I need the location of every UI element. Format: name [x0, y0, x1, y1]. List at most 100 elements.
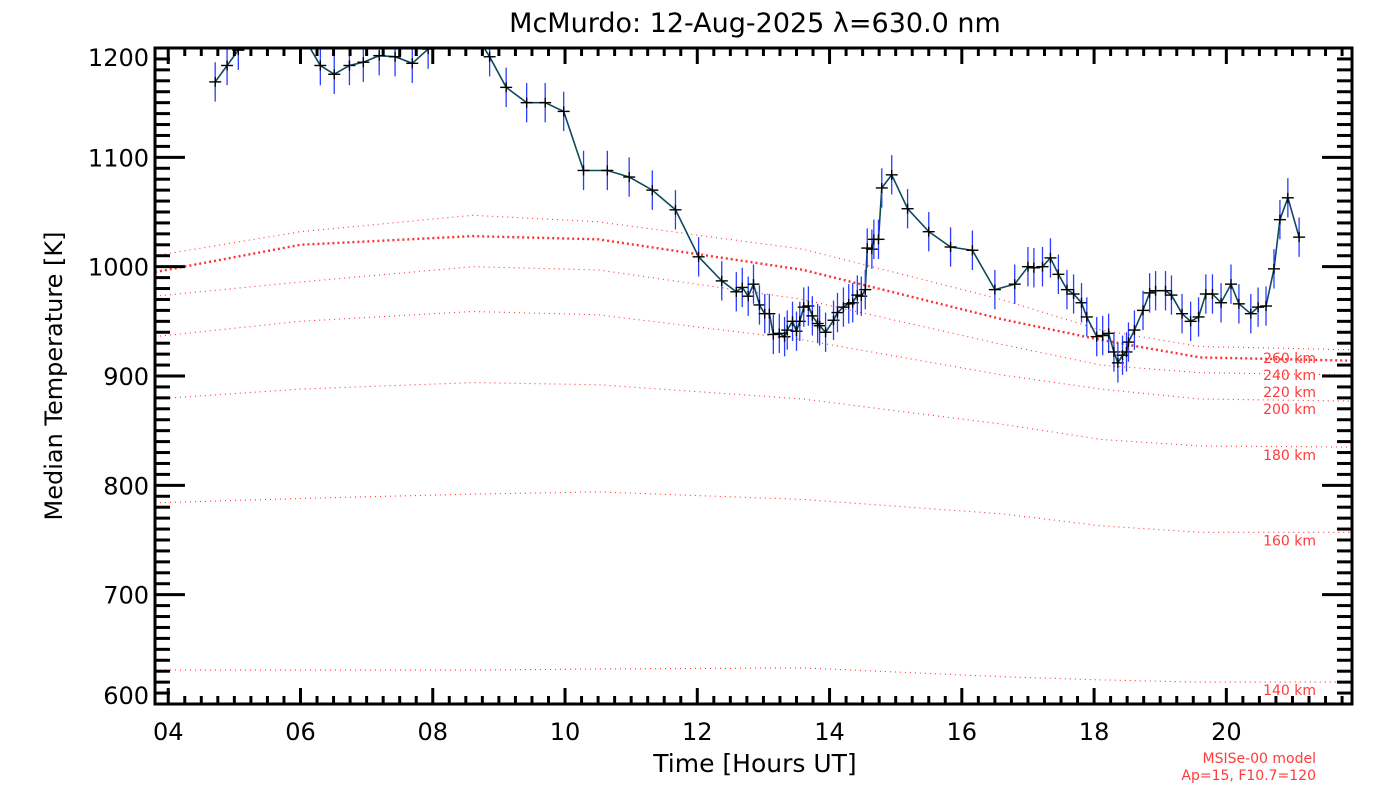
data-point — [736, 267, 749, 308]
data-point — [715, 261, 728, 301]
data-point — [901, 189, 914, 229]
y-tick-labels: 600 700 800 900 1000 1100 1200 — [88, 44, 149, 710]
data-point — [1052, 254, 1065, 294]
data-point — [1206, 274, 1219, 314]
x-tick-label: 14 — [814, 718, 845, 746]
data-point — [209, 62, 222, 102]
model-annotation: MSISe-00 model — [1202, 751, 1316, 767]
data-point — [1060, 269, 1073, 310]
data-point — [1075, 283, 1088, 323]
y-tick-label: 700 — [103, 582, 149, 610]
data-point — [742, 276, 755, 316]
model-curve-260km — [155, 214, 1352, 351]
model-curve-label: 220 km — [1263, 385, 1316, 401]
data-point — [520, 82, 533, 123]
data-point — [875, 168, 888, 208]
plot-frame — [153, 46, 1354, 706]
data-point — [763, 294, 776, 334]
data-point — [1036, 246, 1049, 287]
data-point — [557, 91, 570, 132]
data-point — [730, 272, 743, 312]
data-point — [1021, 246, 1034, 287]
y-tick-label: 1100 — [88, 144, 149, 172]
data-point — [1273, 199, 1286, 240]
data-point — [859, 269, 872, 310]
model-curve-label: 240 km — [1263, 368, 1316, 384]
y-axis-label: Median Temperature [K] — [40, 231, 68, 520]
data-point — [806, 296, 819, 336]
y-tick-label: 1200 — [88, 44, 149, 72]
data-point — [445, 1, 457, 40]
x-tick-label: 12 — [682, 718, 713, 746]
model-curve-140km — [155, 667, 1352, 683]
data-point — [1252, 287, 1265, 327]
data-point — [269, 1, 281, 40]
model-curve-label: 180 km — [1263, 448, 1316, 464]
model-curve-160km — [155, 491, 1352, 533]
model-curve-label: 140 km — [1263, 683, 1316, 699]
data-point — [767, 314, 780, 355]
data-point — [1027, 248, 1040, 288]
model-curve-label: 160 km — [1263, 533, 1316, 549]
y-tick-label: 800 — [103, 472, 149, 500]
x-tick-label: 18 — [1079, 718, 1110, 746]
data-point — [1122, 322, 1135, 362]
model-curves — [155, 214, 1352, 683]
data-point — [753, 285, 766, 325]
data-point — [1281, 178, 1294, 218]
data-point — [328, 54, 341, 94]
data-point — [1293, 217, 1306, 257]
y-tick-label: 1000 — [88, 254, 149, 282]
data-point — [248, 6, 260, 45]
data-point — [819, 312, 832, 352]
data-point — [865, 229, 878, 269]
model-curve-label: 260 km — [1263, 351, 1316, 367]
data-point — [483, 48, 496, 77]
model-parameters-annotation: Ap=15, F10.7=120 — [1181, 768, 1316, 784]
x-tick-label: 20 — [1211, 718, 1242, 746]
data-point — [781, 310, 794, 350]
data-point — [601, 150, 614, 191]
data-series — [209, 1, 1306, 383]
data-point — [669, 190, 682, 230]
y-tick-label: 900 — [103, 363, 149, 391]
data-point — [1260, 286, 1273, 326]
data-point — [221, 48, 234, 86]
data-point — [646, 170, 659, 210]
data-point — [692, 237, 705, 277]
data-point — [1192, 297, 1205, 337]
data-point — [389, 48, 402, 77]
data-point — [790, 311, 803, 351]
data-point — [1267, 249, 1280, 289]
data-point — [1102, 313, 1115, 354]
data-point — [778, 316, 791, 357]
data-point — [1215, 283, 1228, 323]
data-point — [1176, 294, 1189, 334]
data-point — [1165, 275, 1178, 315]
data-point — [1067, 274, 1080, 314]
data-point — [1232, 284, 1245, 324]
data-point — [1244, 294, 1257, 334]
x-tick-labels: 04 06 08 10 12 14 16 18 20 — [153, 718, 1242, 746]
data-point — [1143, 273, 1156, 313]
data-point — [1008, 264, 1021, 304]
data-point — [1184, 301, 1197, 342]
model-curve-200km — [155, 310, 1352, 402]
data-point — [966, 230, 979, 270]
data-point — [1159, 271, 1172, 311]
x-tick-label: 06 — [285, 718, 316, 746]
x-tick-label: 04 — [153, 718, 184, 746]
data-point — [623, 157, 636, 197]
chart-title: McMurdo: 12-Aug-2025 λ=630.0 nm — [509, 8, 1001, 39]
data-point — [922, 212, 935, 252]
x-tick-label: 08 — [417, 718, 448, 746]
data-point — [1080, 297, 1093, 337]
data-point — [872, 219, 885, 260]
data-point — [1044, 238, 1057, 278]
axis-ticks — [155, 46, 1352, 706]
model-curve-label: 200 km — [1263, 402, 1316, 418]
y-tick-label: 600 — [103, 682, 149, 710]
data-point — [406, 48, 419, 83]
